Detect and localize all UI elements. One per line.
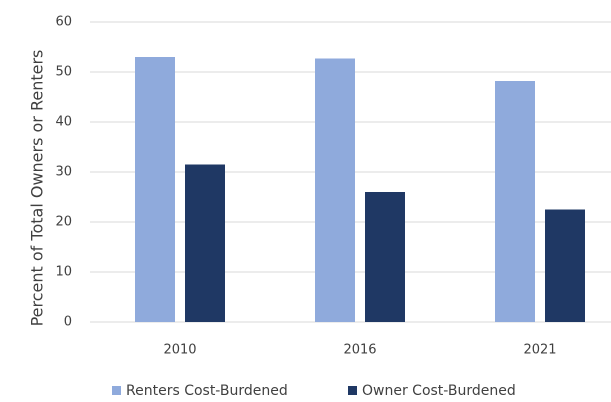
legend-label: Owner Cost-Burdened xyxy=(362,383,516,399)
bar xyxy=(185,164,225,322)
y-tick-label: 20 xyxy=(55,215,72,230)
x-tick-label: 2016 xyxy=(343,343,376,358)
x-tick-label: 2010 xyxy=(163,343,196,358)
bar xyxy=(365,192,405,322)
legend-swatch xyxy=(348,386,357,395)
y-tick-label: 10 xyxy=(55,265,72,280)
y-tick-label: 60 xyxy=(55,15,72,30)
bar xyxy=(135,57,175,322)
y-axis-label: Percent of Total Owners or Renters xyxy=(28,50,47,327)
y-tick-label: 50 xyxy=(55,65,72,80)
bar xyxy=(315,58,355,322)
y-tick-label: 40 xyxy=(55,115,72,130)
legend-swatch xyxy=(112,386,121,395)
y-tick-label: 0 xyxy=(64,315,72,330)
x-tick-label: 2021 xyxy=(523,343,556,358)
legend-label: Renters Cost-Burdened xyxy=(126,383,288,399)
bar xyxy=(545,209,585,322)
y-tick-label: 30 xyxy=(55,165,72,180)
bar xyxy=(495,81,535,322)
